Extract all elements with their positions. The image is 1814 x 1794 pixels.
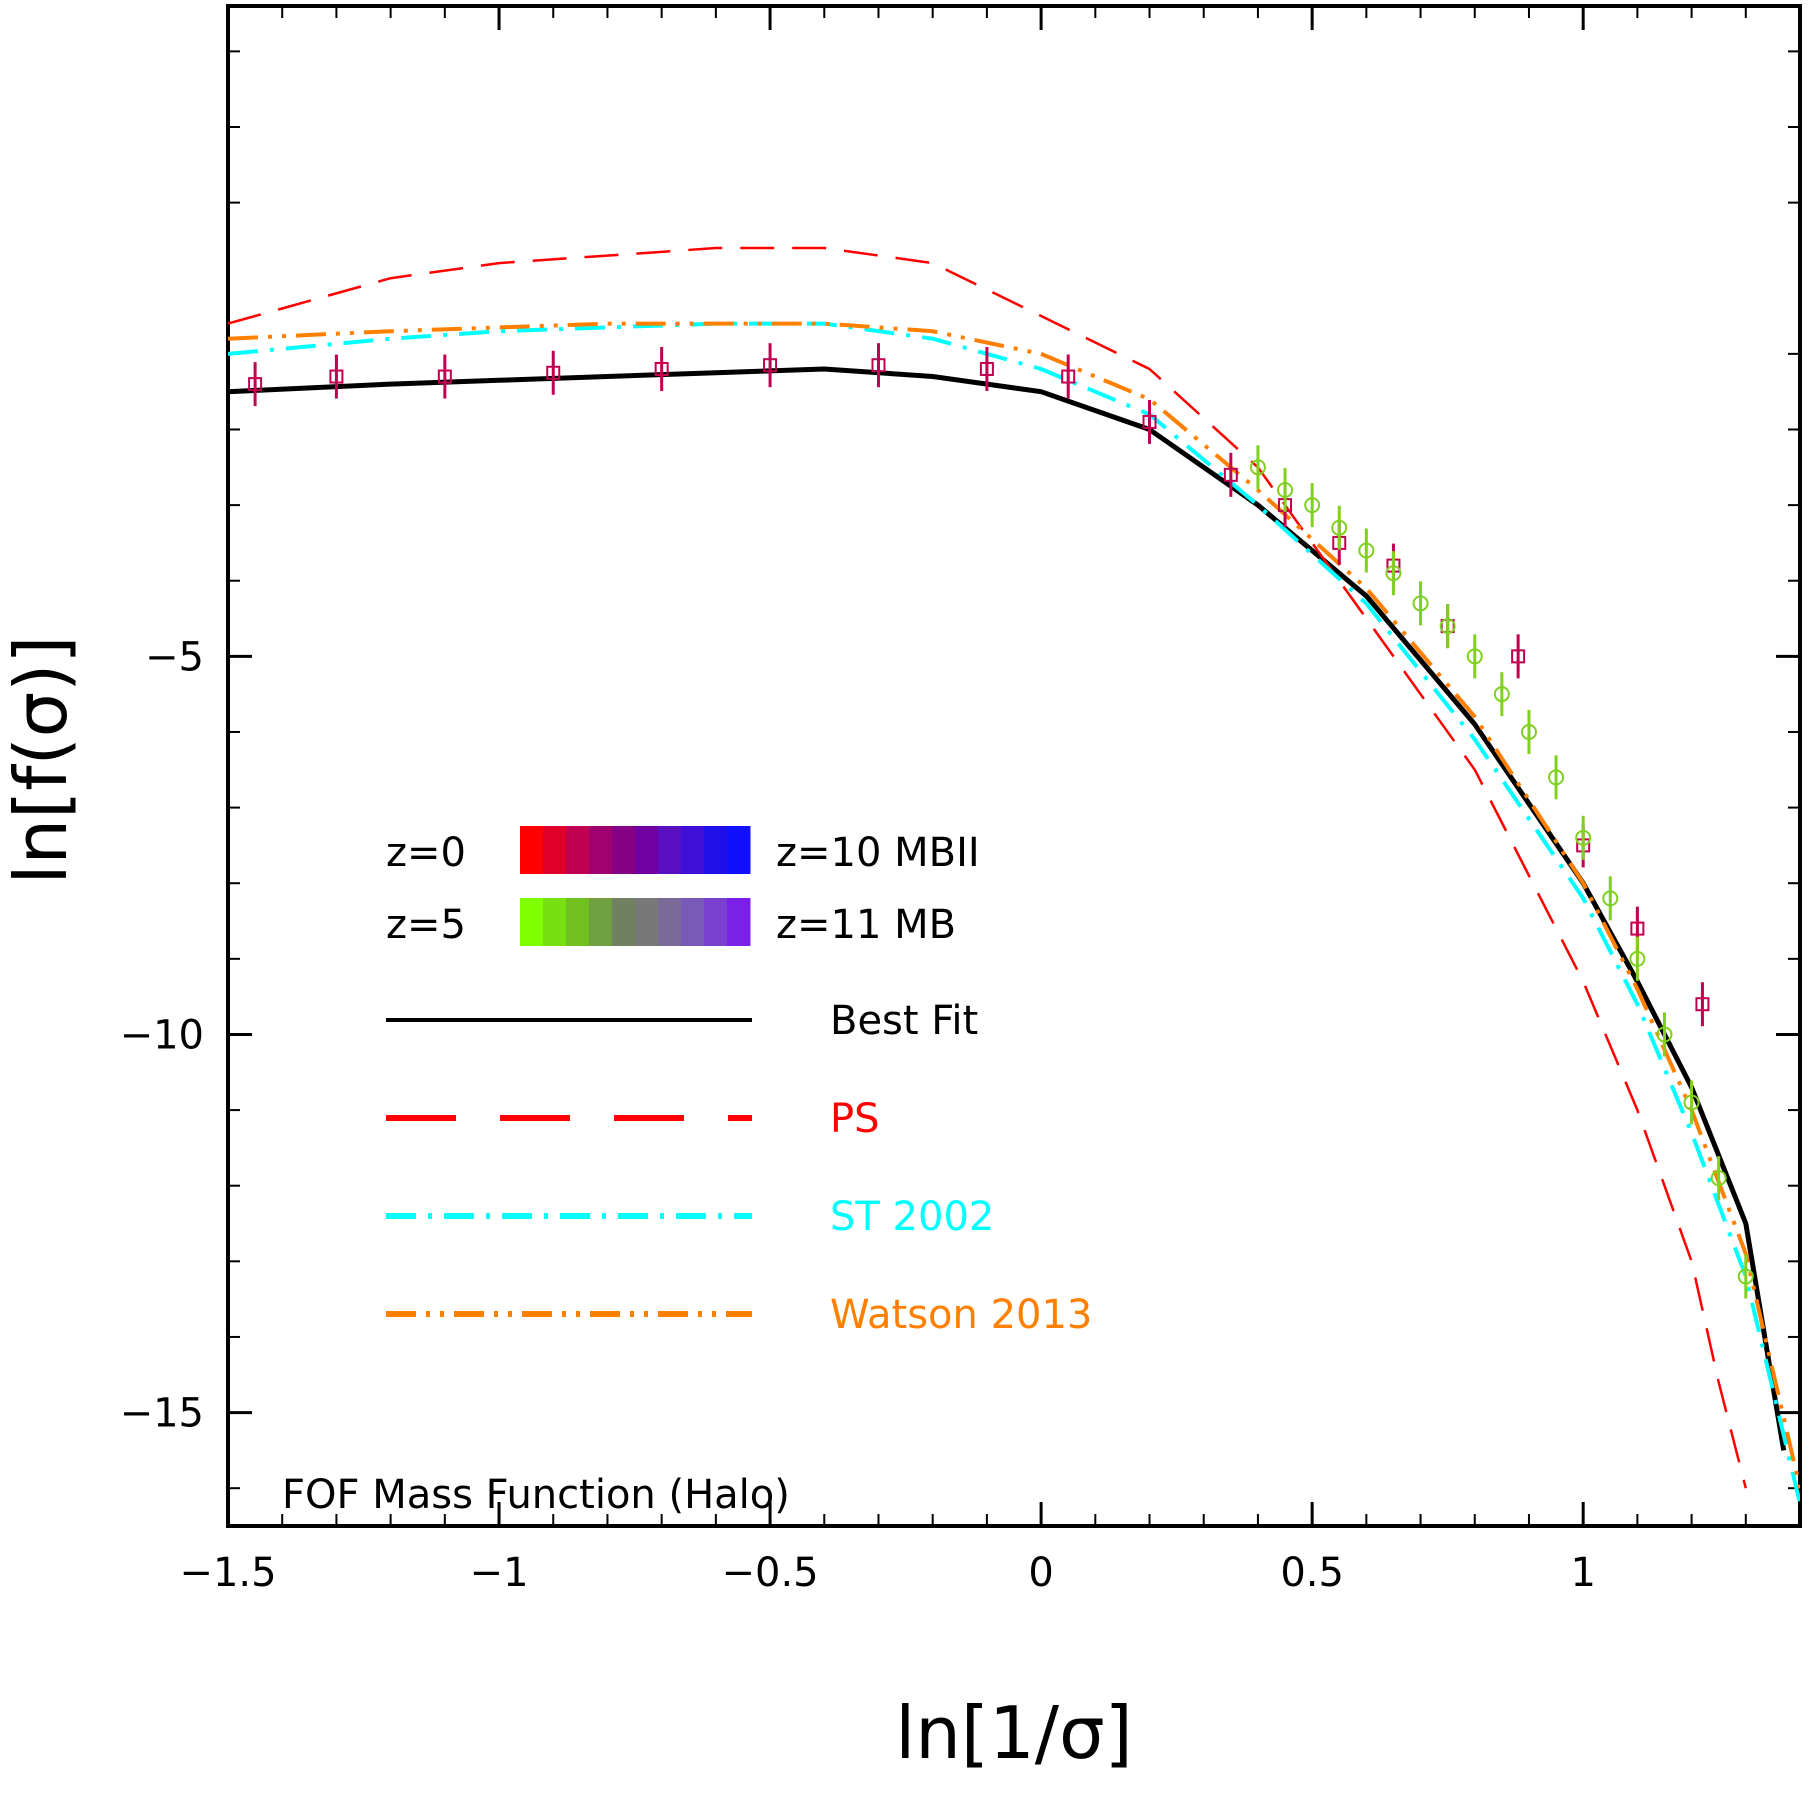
data-point xyxy=(248,377,263,392)
series-line-ps xyxy=(228,246,1748,1489)
points-group xyxy=(248,343,1754,1299)
data-point xyxy=(1412,595,1429,612)
legend-gradient-swatch xyxy=(589,898,613,946)
legend-gradient-swatch xyxy=(658,898,682,946)
legend-gradient-swatch xyxy=(612,898,636,946)
legend-gradient-end-label: z=10 MBII xyxy=(776,830,980,876)
data-point xyxy=(1385,565,1402,582)
data-point xyxy=(1331,519,1348,536)
legend-gradient-swatch xyxy=(543,826,567,874)
data-point xyxy=(1439,618,1456,635)
data-point xyxy=(1695,997,1710,1012)
legend-gradient-swatch xyxy=(543,898,567,946)
legend-gradient-swatch xyxy=(589,826,613,874)
legend-gradient-swatch xyxy=(635,898,659,946)
legend-gradient-start-label: z=0 xyxy=(386,830,466,876)
data-point xyxy=(1466,648,1483,665)
data-point xyxy=(654,361,669,376)
legend-gradient-swatch xyxy=(681,898,705,946)
legend-gradient-swatch xyxy=(612,826,636,874)
data-point xyxy=(1737,1268,1754,1285)
legend-line-label: Best Fit xyxy=(830,998,978,1044)
data-point xyxy=(1602,890,1619,907)
legend-gradient-swatch xyxy=(635,826,659,874)
data-point xyxy=(1710,1170,1727,1187)
data-point xyxy=(1249,459,1266,476)
data-point xyxy=(1575,829,1592,846)
data-point xyxy=(1493,686,1510,703)
data-point xyxy=(1061,369,1076,384)
x-axis-label: ln[1/σ] xyxy=(895,1691,1133,1775)
legend-gradient-swatch xyxy=(681,826,705,874)
legend: z=0 z=10 MBII z=5 z=11 MB Best Fit PS ST 2002 W… xyxy=(386,826,1092,1338)
data-point xyxy=(1142,414,1157,429)
legend-gradient-swatch xyxy=(727,898,751,946)
data-point xyxy=(871,358,886,373)
data-point xyxy=(1630,921,1645,936)
data-point xyxy=(1304,497,1321,514)
legend-gradient-start-label: z=5 xyxy=(386,902,466,948)
legend-line-label: ST 2002 xyxy=(830,1194,994,1240)
x-tick-label: 0.5 xyxy=(1280,1550,1344,1596)
data-point xyxy=(1223,467,1238,482)
data-point xyxy=(1277,481,1294,498)
y-tick-label: −15 xyxy=(120,1391,204,1437)
data-point xyxy=(1511,649,1526,664)
legend-gradient-swatch xyxy=(704,826,728,874)
plot-frame xyxy=(226,4,1802,1528)
legend-line-label: Watson 2013 xyxy=(830,1292,1092,1338)
x-tick-label: 1 xyxy=(1570,1550,1595,1596)
legend-gradient-swatch xyxy=(520,826,544,874)
y-tick-label: −5 xyxy=(145,634,204,680)
y-tick-label: −10 xyxy=(120,1012,204,1058)
data-point xyxy=(329,369,344,384)
x-tick-label: −0.5 xyxy=(721,1550,818,1596)
legend-gradient-swatch xyxy=(727,826,751,874)
legend-gradient-swatch xyxy=(566,826,590,874)
data-point xyxy=(437,369,452,384)
data-point xyxy=(1683,1094,1700,1111)
x-tick-label: 0 xyxy=(1028,1550,1053,1596)
legend-line-label: PS xyxy=(830,1096,880,1142)
data-point xyxy=(1629,950,1646,967)
annotation-text: FOF Mass Function (Halo) xyxy=(282,1472,790,1518)
y-axis-label: ln[f(σ)] xyxy=(0,636,83,885)
legend-gradient-swatch xyxy=(658,826,682,874)
series-line-watson-2013 xyxy=(228,321,1800,1489)
legend-gradient-swatch xyxy=(566,898,590,946)
data-point xyxy=(763,358,778,373)
data-point xyxy=(1358,542,1375,559)
legend-gradient-end-label: z=11 MB xyxy=(776,902,956,948)
data-point xyxy=(979,361,994,376)
axis-ticks: −1.5 −1 −0.5 0 0.5 1 −5 −10 −15 xyxy=(120,6,1800,1596)
data-point xyxy=(546,365,561,380)
legend-gradient-swatch xyxy=(520,898,544,946)
data-point xyxy=(1548,769,1565,786)
legend-gradient-swatch xyxy=(704,898,728,946)
data-point xyxy=(1520,723,1537,740)
data-point xyxy=(1656,1026,1673,1043)
x-tick-label: −1 xyxy=(470,1550,529,1596)
x-tick-label: −1.5 xyxy=(179,1550,276,1596)
